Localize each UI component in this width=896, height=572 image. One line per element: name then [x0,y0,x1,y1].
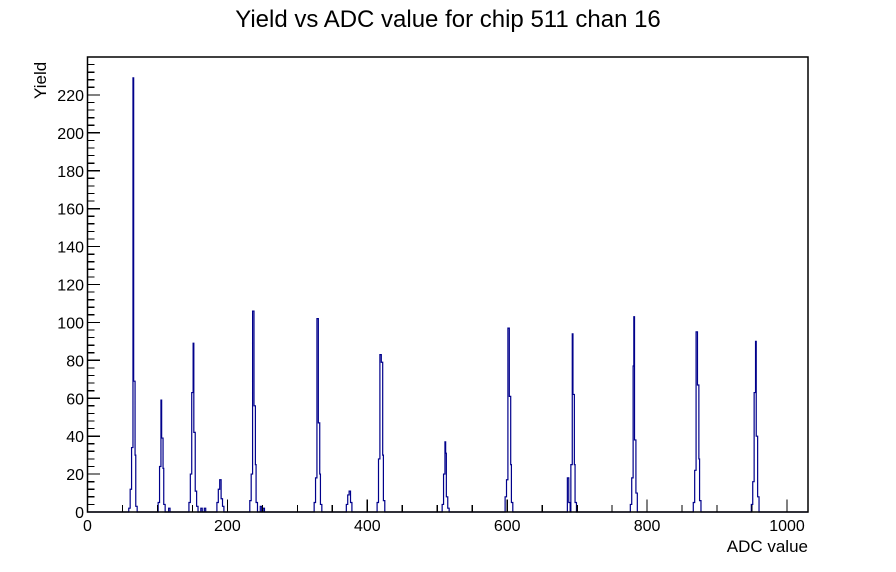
y-tick-label: 160 [57,202,84,219]
y-tick-label: 80 [66,353,84,370]
x-tick-label: 600 [494,518,521,535]
chart-title: Yield vs ADC value for chip 511 chan 16 [235,6,661,33]
x-tick-label: 200 [214,518,241,535]
y-tick-label: 100 [57,315,84,332]
x-tick-label: 400 [354,518,381,535]
x-tick-label: 0 [83,518,92,535]
y-tick-label: 20 [66,467,84,484]
x-tick-label: 1000 [769,518,805,535]
histogram-line [87,77,808,513]
y-tick-label: 60 [66,391,84,408]
y-tick-label: 0 [75,505,84,522]
y-tick-label: 200 [57,126,84,143]
y-tick-label: 220 [57,88,84,105]
y-tick-label: 40 [66,429,84,446]
y-tick-label: 120 [57,278,84,295]
y-tick-label: 180 [57,164,84,181]
y-axis-title: Yield [31,62,50,99]
x-axis-title: ADC value [727,537,808,556]
x-tick-label: 800 [634,518,661,535]
axis-ticks [86,63,788,513]
y-tick-label: 140 [57,240,84,257]
axis-tick-labels: 0 200 400 600 800 1000 0 20 40 60 80 100 120 140 160 18… [57,88,805,535]
